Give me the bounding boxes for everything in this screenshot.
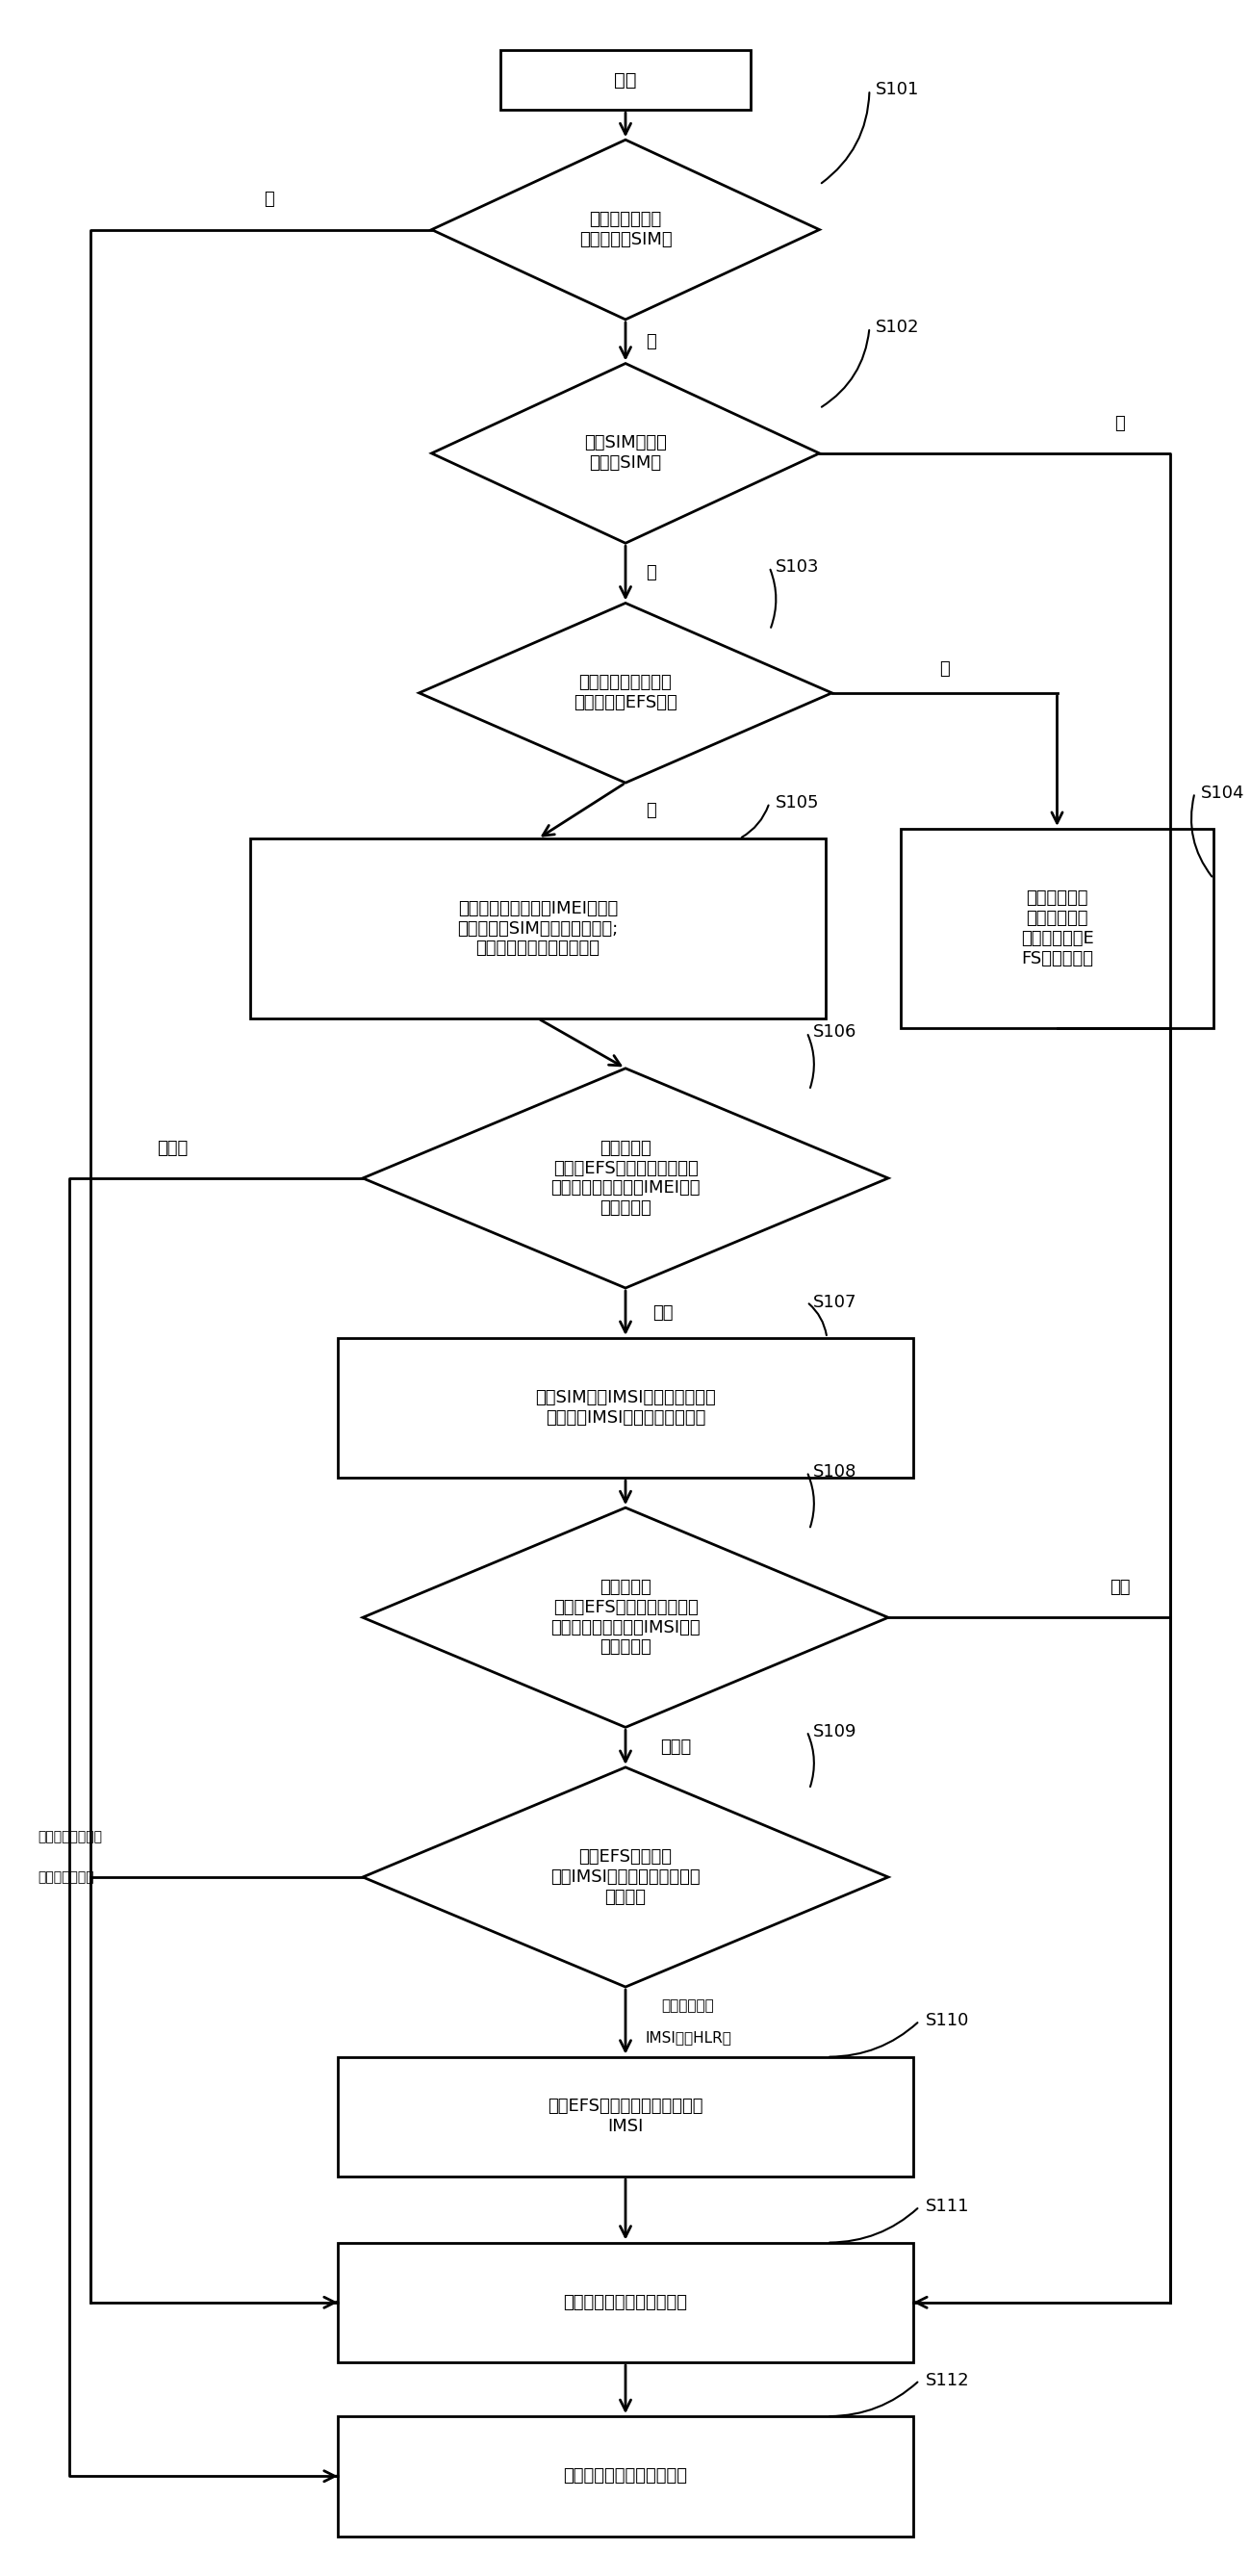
Polygon shape <box>432 363 819 544</box>
Text: 无线终端设备
与用户号码进
行锁定，生成E
FS文件并存储: 无线终端设备 与用户号码进 行锁定，生成E FS文件并存储 <box>1021 889 1093 966</box>
Text: 判断无线终端设
备是否插入SIM卡: 判断无线终端设 备是否插入SIM卡 <box>579 211 672 247</box>
Text: 注册成功或注册不: 注册成功或注册不 <box>38 1832 103 1844</box>
Text: S107: S107 <box>813 1293 857 1311</box>
Bar <box>338 2244 913 2362</box>
Text: S112: S112 <box>926 2372 970 2388</box>
Text: 替换EFS文件中存储的映射值和
IMSI: 替换EFS文件中存储的映射值和 IMSI <box>548 2097 703 2136</box>
Polygon shape <box>363 1767 888 1986</box>
Text: 是: 是 <box>646 332 656 350</box>
Polygon shape <box>363 1507 888 1728</box>
Text: S110: S110 <box>926 2012 970 2030</box>
Bar <box>500 49 751 111</box>
Text: 成功为其他原因: 成功为其他原因 <box>38 1870 94 1883</box>
Text: S101: S101 <box>876 82 919 98</box>
Text: 一致: 一致 <box>653 1303 673 1321</box>
Text: 否: 否 <box>940 659 950 677</box>
Text: 将第一映射
值，与EFS文件中包含的用户
号码与无线终端设备IMEI的映
射值相比较: 将第一映射 值，与EFS文件中包含的用户 号码与无线终端设备IMEI的映 射值相… <box>550 1139 701 1216</box>
Text: 使用EFS文件中存
储的IMSI，向其所属网络发起
注册请求: 使用EFS文件中存 储的IMSI，向其所属网络发起 注册请求 <box>550 1850 701 1906</box>
Text: 开始: 开始 <box>614 70 637 90</box>
Text: 判断SIM卡是否
为测试SIM卡: 判断SIM卡是否 为测试SIM卡 <box>584 435 667 471</box>
Text: 不一致: 不一致 <box>158 1139 188 1157</box>
Text: 不一致: 不一致 <box>661 1739 691 1757</box>
Polygon shape <box>432 139 819 319</box>
Text: 允许该无线终端设备被使用: 允许该无线终端设备被使用 <box>563 2293 688 2311</box>
Bar <box>901 829 1213 1028</box>
Text: IMSI不在HLR中: IMSI不在HLR中 <box>644 2030 732 2045</box>
Text: 禁止该无线终端设备被使用: 禁止该无线终端设备被使用 <box>563 2468 688 2486</box>
Text: 判断该无线终端设备
是否存储有EFS文件: 判断该无线终端设备 是否存储有EFS文件 <box>574 675 677 711</box>
Text: 注册不成功，: 注册不成功， <box>662 1999 714 2012</box>
Text: S105: S105 <box>776 793 819 811</box>
Text: 将第二映射
值，与EFS文件中包含的用户
号码与无线终端设备IMSI的映
射值相比较: 将第二映射 值，与EFS文件中包含的用户 号码与无线终端设备IMSI的映 射值相… <box>550 1579 701 1656</box>
Text: 是: 是 <box>646 801 656 819</box>
Text: 读取无线终端设备的IMEI，以及
当前插入的SIM卡中的用户号码;
计算两者之间的第一映射值: 读取无线终端设备的IMEI，以及 当前插入的SIM卡中的用户号码; 计算两者之间… <box>458 899 618 958</box>
Text: S111: S111 <box>926 2197 970 2215</box>
Bar <box>338 1337 913 1479</box>
Text: S102: S102 <box>876 319 919 335</box>
Text: S108: S108 <box>813 1463 857 1481</box>
Text: 否: 否 <box>646 564 656 582</box>
Bar <box>250 840 826 1018</box>
Text: S106: S106 <box>813 1023 857 1041</box>
Polygon shape <box>419 603 832 783</box>
Text: S104: S104 <box>1201 783 1245 801</box>
Text: 读取SIM卡的IMSI，计算读取的用
户号码与IMSI之间的第二映射值: 读取SIM卡的IMSI，计算读取的用 户号码与IMSI之间的第二映射值 <box>535 1388 716 1427</box>
Text: S109: S109 <box>813 1723 857 1739</box>
Polygon shape <box>363 1069 888 1288</box>
Text: 否: 否 <box>264 191 274 209</box>
Text: S103: S103 <box>776 559 819 577</box>
Text: 一致: 一致 <box>1110 1579 1130 1597</box>
Bar <box>338 2416 913 2535</box>
Bar <box>338 2056 913 2177</box>
Text: 是: 是 <box>1115 415 1125 433</box>
